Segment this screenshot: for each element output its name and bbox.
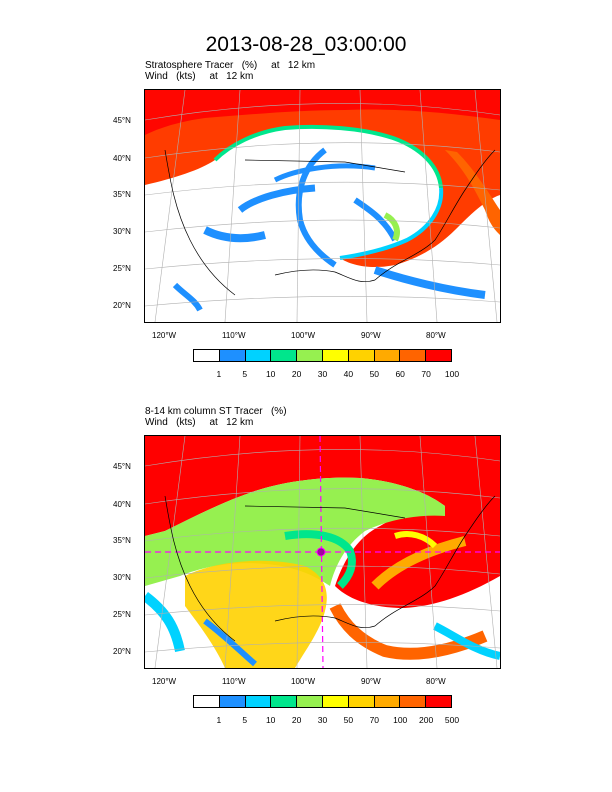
panel1-lat-label: 30°N	[113, 227, 131, 236]
panel1-colorbar-swatch	[219, 350, 246, 361]
panel2-lat-label: 45°N	[113, 462, 131, 471]
panel2-colorbar-swatch	[322, 696, 349, 707]
panel1-colorbar	[193, 349, 452, 362]
panel2-colorbar-label: 70	[369, 715, 380, 725]
panel1-lat-label: 25°N	[113, 264, 131, 273]
panel2-colorbar-label: 100	[393, 715, 408, 725]
panel2-colorbar-swatch	[219, 696, 246, 707]
panel1-lon-label: 90°W	[361, 331, 381, 340]
panel2-colorbar	[193, 695, 452, 708]
main-title: 2013-08-28_03:00:00	[205, 33, 407, 56]
panel2-lon-label: 110°W	[222, 677, 246, 686]
panel1-lat-label: 35°N	[113, 190, 131, 199]
panel2-subtitle: Wind (kts) at 12 km	[145, 417, 254, 428]
panel2-colorbar-swatch	[194, 696, 220, 707]
panel2-lon-label: 80°W	[426, 677, 446, 686]
panel2-map	[144, 435, 501, 669]
panel2-colorbar-swatch	[400, 696, 427, 707]
panel1-colorbar-label: 1	[216, 369, 222, 379]
panel2-title: 8-14 km column ST Tracer (%)	[145, 406, 287, 417]
panel2-lat-label: 25°N	[113, 610, 131, 619]
panel1-title: Stratosphere Tracer (%) at 12 km	[145, 60, 316, 71]
panel1-colorbar-label: 30	[317, 369, 328, 379]
panel1-colorbar-label: 5	[242, 369, 248, 379]
panel1-colorbar-label: 20	[291, 369, 302, 379]
panel1-colorbar-label: 60	[395, 369, 405, 379]
panel1-colorbar-swatch	[322, 350, 349, 361]
panel1-colorbar-label: 40	[343, 369, 354, 379]
panel1-lon-label: 120°W	[152, 331, 177, 340]
panel1-lat-label: 45°N	[113, 116, 131, 125]
panel2-colorbar-label: 200	[419, 715, 434, 725]
panel1-lon-label: 110°W	[222, 331, 246, 340]
panel2-colorbar-label: 1	[216, 715, 222, 725]
panel2-lat-label: 30°N	[113, 573, 131, 582]
panel1-colorbar-swatch	[374, 350, 401, 361]
panel1-colorbar-label: 70	[421, 369, 431, 379]
panel1-map	[144, 89, 501, 323]
panel2-lat-label: 40°N	[113, 500, 131, 509]
panel2-colorbar-label: 50	[343, 715, 354, 725]
panel1-colorbar-labels: 1 5 10 20 30 40 50 60 70 100	[193, 369, 460, 381]
panel1-colorbar-swatch	[348, 350, 375, 361]
panel2-colorbar-swatch	[374, 696, 401, 707]
panel1-colorbar-label: 100	[444, 369, 460, 379]
panel1-colorbar-swatch	[297, 350, 323, 361]
panel2-lat-label: 35°N	[113, 536, 131, 545]
panel1-colorbar-swatch	[194, 350, 220, 361]
panel2-colorbar-label: 10	[265, 715, 276, 725]
panel1-colorbar-swatch	[400, 350, 427, 361]
panel2-colorbar-label: 5	[242, 715, 248, 725]
panel2-map-plot	[145, 436, 500, 668]
panel2-colorbar-swatch	[348, 696, 375, 707]
panel2-lat-label: 20°N	[113, 647, 131, 656]
panel1-subtitle: Wind (kts) at 12 km	[145, 71, 254, 82]
panel2-lon-label: 120°W	[152, 677, 177, 686]
panel1-colorbar-swatch	[245, 350, 272, 361]
panel1-colorbar-label: 50	[369, 369, 380, 379]
panel2-colorbar-label: 20	[291, 715, 302, 725]
panel2-lon-label: 90°W	[361, 677, 381, 686]
panel2-colorbar-swatch	[271, 696, 298, 707]
panel1-lon-label: 100°W	[291, 331, 316, 340]
panel1-colorbar-swatch	[426, 350, 451, 361]
panel1-lat-label: 40°N	[113, 154, 131, 163]
panel2-colorbar-swatch	[426, 696, 451, 707]
panel2-lon-label: 100°W	[291, 677, 316, 686]
panel1-map-plot	[145, 90, 500, 322]
panel2-colorbar-label: 500	[444, 715, 460, 725]
panel1-lat-label: 20°N	[113, 301, 131, 310]
panel2-colorbar-swatch	[297, 696, 323, 707]
panel1-lon-label: 80°W	[426, 331, 446, 340]
panel1-colorbar-label: 10	[265, 369, 276, 379]
panel2-colorbar-swatch	[245, 696, 272, 707]
panel1-colorbar-swatch	[271, 350, 298, 361]
panel2-colorbar-labels: 1 5 10 20 30 50 70 100 200 500	[193, 715, 460, 727]
panel2-colorbar-label: 30	[317, 715, 328, 725]
